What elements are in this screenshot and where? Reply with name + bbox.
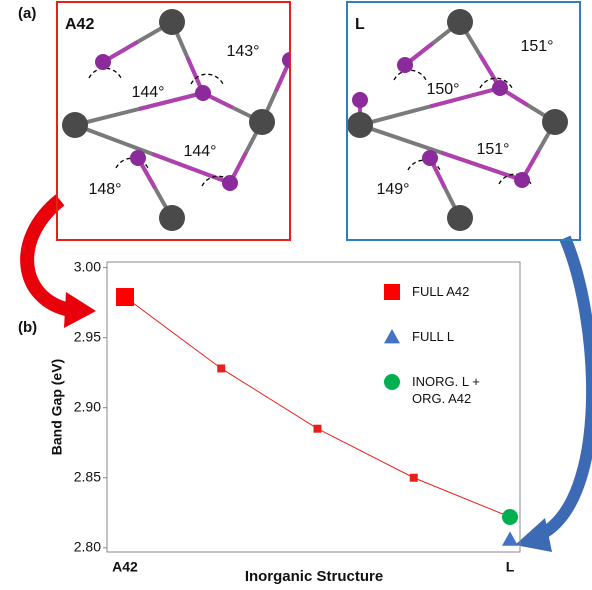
legend-label: FULL L (412, 328, 512, 345)
atom-pb (542, 109, 568, 135)
arrow-head (64, 292, 96, 328)
legend-marker (384, 374, 400, 390)
legend-label: FULL A42 (412, 283, 512, 300)
y-tick-label: 2.90 (74, 398, 101, 414)
atom-i (195, 85, 211, 101)
atom-i (514, 172, 530, 188)
angle-label: 151° (520, 38, 553, 55)
angle-label: 149° (376, 181, 409, 198)
atom-i (222, 175, 238, 191)
angle-arc (394, 70, 426, 80)
angle-label: 144° (183, 143, 216, 160)
atom-i (130, 150, 146, 166)
y-tick-label: 2.85 (74, 468, 101, 484)
angle-label: 150° (426, 81, 459, 98)
structure-panel: A42 144° 143° 148° 144° (57, 2, 298, 240)
y-tick-label: 2.80 (74, 539, 101, 555)
atom-i (95, 54, 111, 70)
point (116, 288, 134, 306)
atom-i (422, 150, 438, 166)
plot-frame (107, 262, 520, 552)
point (217, 364, 225, 372)
atom-pb (249, 109, 275, 135)
angle-label: 151° (476, 141, 509, 158)
atom-pb (159, 205, 185, 231)
legend-label: INORG. L + ORG. A42 (412, 373, 512, 407)
angle-label: 144° (131, 84, 164, 101)
atom-pb (447, 205, 473, 231)
y-tick-label: 2.95 (74, 328, 101, 344)
structure-name: A42 (65, 16, 94, 33)
atom-pb (159, 9, 185, 35)
point (502, 531, 518, 545)
atom-i (492, 80, 508, 96)
x-tick-label: A42 (112, 559, 138, 575)
point (314, 425, 322, 433)
structure-panel: L 150° 151° 149° 151° (347, 2, 580, 240)
legend-marker (384, 329, 400, 343)
y-tick-label: 3.00 (74, 258, 101, 274)
angle-label: 148° (88, 181, 121, 198)
panel-label: (b) (18, 319, 37, 336)
figure: (a) (b) A42 144° 143° 148° 144° L 150° 151° 149°… (0, 0, 592, 585)
x-tick-label: L (506, 559, 515, 575)
arrow (27, 200, 70, 310)
angle-label: 143° (226, 43, 259, 60)
atom-i (352, 92, 368, 108)
y-axis-title: Band Gap (eV) (49, 359, 65, 455)
point (410, 474, 418, 482)
atom-i (397, 57, 413, 73)
atom-pb (347, 112, 373, 138)
arrow-head (515, 518, 552, 552)
atom-pb (62, 112, 88, 138)
panel-label: (a) (18, 5, 36, 22)
atom-pb (447, 9, 473, 35)
arrow (540, 238, 592, 535)
x-axis-title: Inorganic Structure (245, 568, 383, 585)
legend-marker (384, 284, 400, 300)
structure-name: L (355, 16, 365, 33)
point (502, 509, 518, 525)
